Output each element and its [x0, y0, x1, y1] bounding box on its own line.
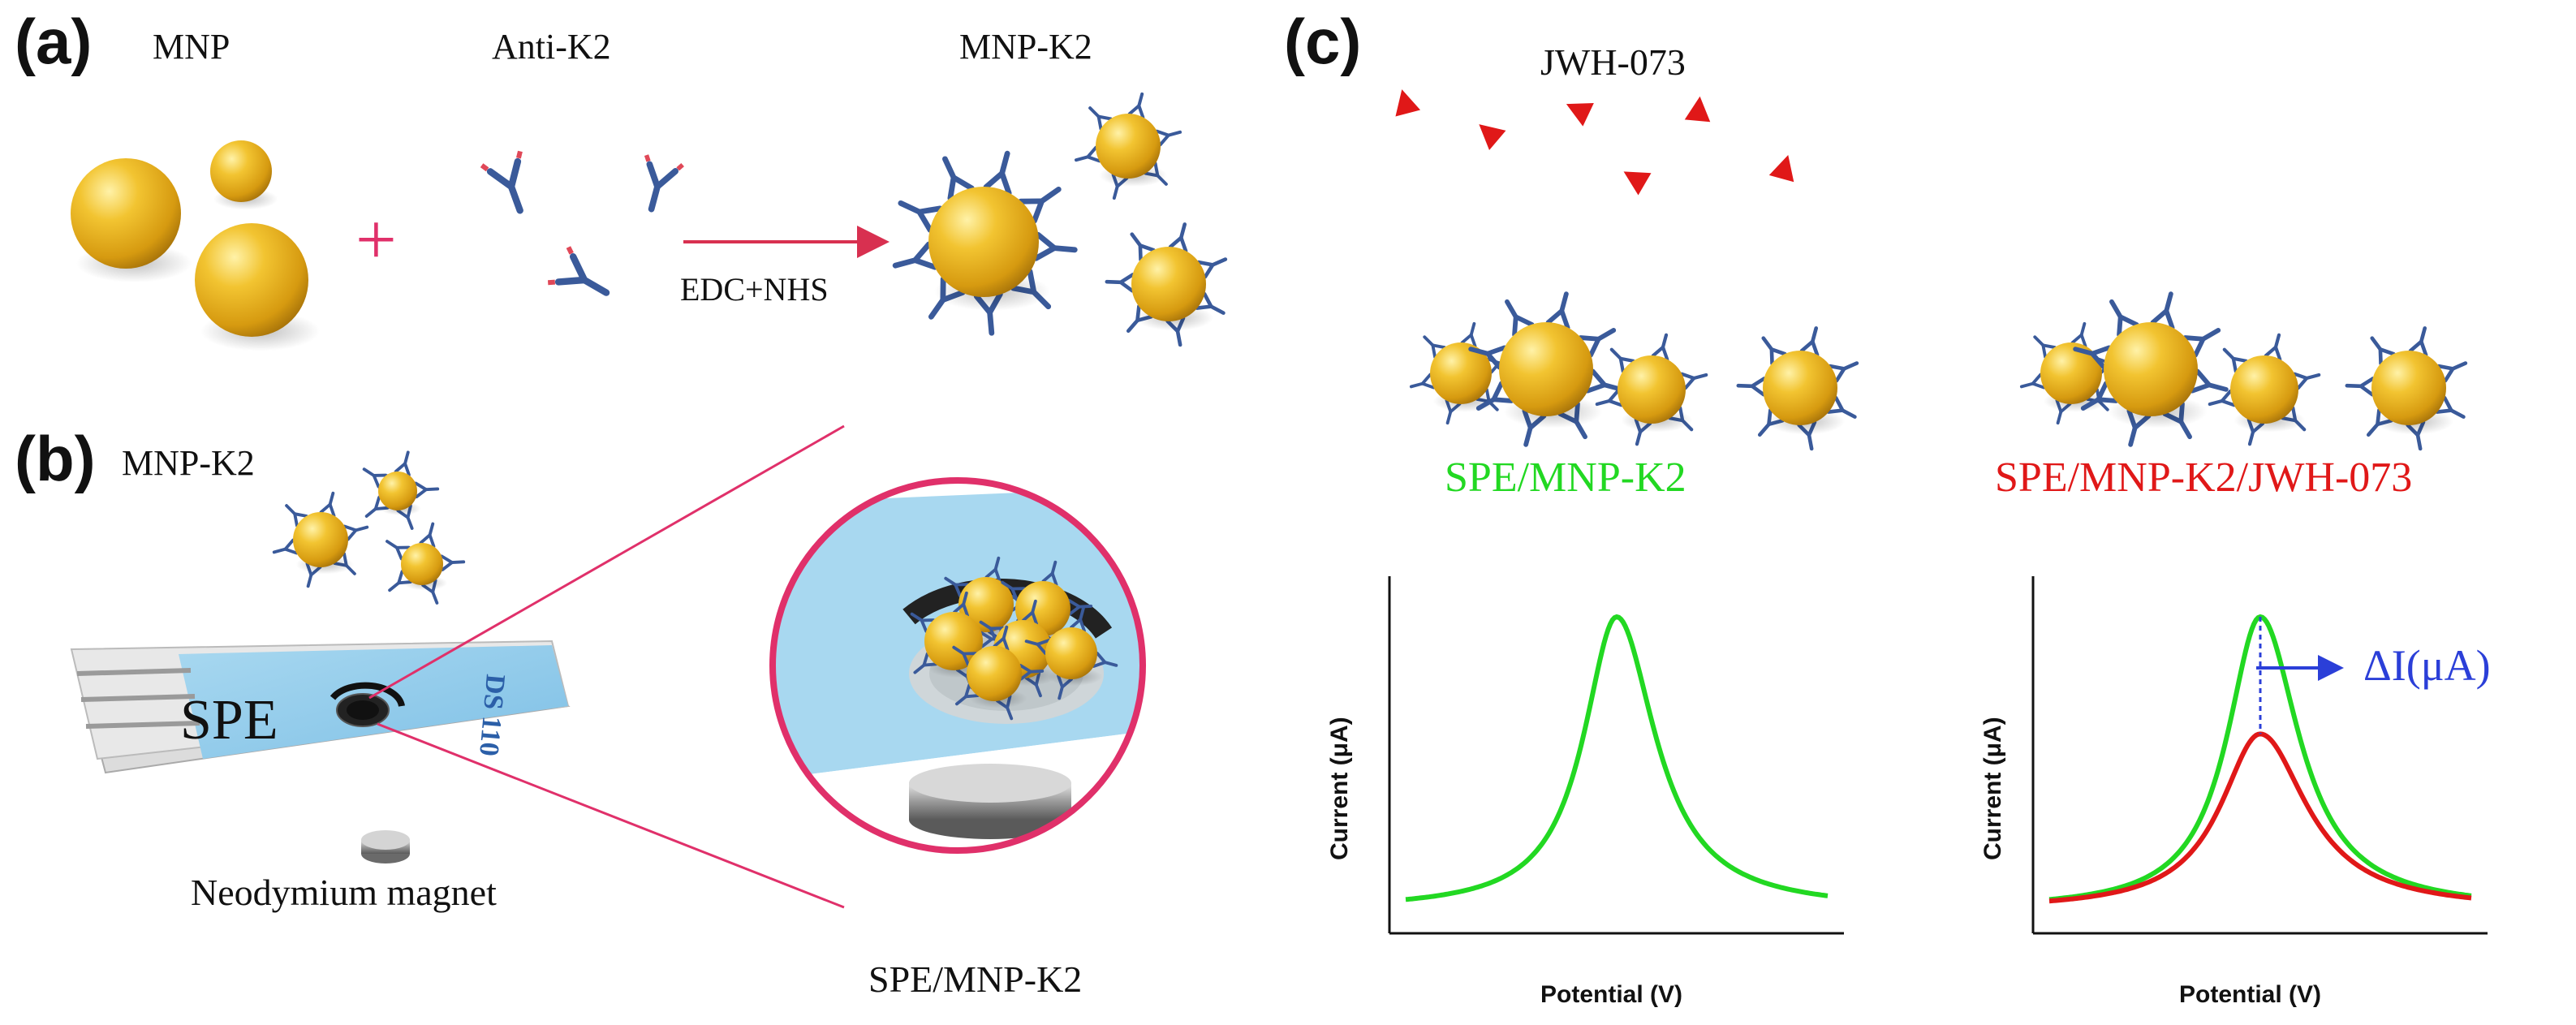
zoom-circle	[769, 477, 1146, 854]
spe-label: SPE	[180, 689, 278, 752]
green-voltammogram-curve	[1405, 614, 1829, 902]
analyte-icon	[1395, 89, 1421, 117]
nanoparticle	[195, 223, 308, 337]
antibody-icon	[2080, 376, 2124, 411]
nanoparticle	[1045, 627, 1097, 679]
analyte-icon	[1479, 124, 1506, 150]
right-xlabel: Potential (V)	[2179, 981, 2321, 1008]
free-antibodies	[480, 150, 684, 296]
anti-k2-label: Anti-K2	[492, 27, 611, 67]
nanoparticle	[1763, 351, 1837, 425]
plus-sign: +	[355, 200, 397, 280]
left-ylabel: Current (μA)	[1326, 717, 1353, 860]
left-xlabel: Potential (V)	[1540, 981, 1682, 1008]
panel-b-mnp-k2-label: MNP-K2	[122, 443, 255, 483]
delta-i-label: ΔI(μA)	[2363, 641, 2491, 690]
mnp-k2-product-label: MNP-K2	[959, 27, 1092, 67]
mnp-k2-products	[892, 92, 1228, 347]
antibody-icon	[386, 540, 414, 564]
analyte-icon	[1684, 96, 1711, 123]
panel-b-conjugates	[272, 450, 466, 605]
electrode-conjugates-left	[1409, 291, 1859, 451]
spe-mnp-k2-jwh-label: SPE/MNP-K2/JWH-073	[1995, 454, 2412, 501]
panel-c-letter: (c)	[1284, 6, 1361, 77]
nanoparticle	[2040, 342, 2102, 404]
nanoparticle	[378, 472, 417, 510]
nanoparticle	[1499, 322, 1593, 416]
zoom-particles	[910, 556, 1118, 721]
nanoparticle	[2371, 351, 2446, 425]
analyte-icon	[1566, 103, 1594, 127]
neodymium-magnet	[361, 830, 410, 863]
strip-text: DS 110	[473, 673, 510, 757]
antibody-icon	[480, 150, 523, 214]
nanoparticle	[210, 140, 272, 202]
spe-strip	[70, 640, 571, 774]
jwh-073-label: JWH-073	[1540, 41, 1686, 83]
nanoparticle	[967, 646, 1022, 701]
antibody-icon	[644, 154, 684, 213]
nanoparticle	[401, 543, 443, 585]
mnp-label: MNP	[153, 27, 230, 67]
magnet-label: Neodymium magnet	[191, 872, 497, 913]
mnp-particles	[71, 140, 320, 351]
nanoparticle	[2230, 355, 2298, 424]
free-analyte-molecules	[1395, 89, 1794, 196]
antibody-icon	[547, 246, 610, 296]
nanoparticle	[2104, 322, 2198, 416]
right-ylabel: Current (μA)	[1979, 717, 2006, 860]
nanoparticle	[1618, 355, 1686, 424]
electrode-conjugates-right	[2019, 291, 2468, 451]
spe-mnp-k2-label: SPE/MNP-K2	[1445, 454, 1686, 501]
nanoparticle	[293, 512, 348, 567]
zoom-label: SPE/MNP-K2	[868, 958, 1082, 1000]
panel-b-letter: (b)	[15, 423, 96, 494]
nanoparticle	[958, 577, 1014, 632]
voltammogram-right	[2031, 576, 2488, 935]
panel-a-letter: (a)	[15, 6, 92, 77]
zoom-lines	[368, 424, 845, 909]
antibody-icon	[1088, 106, 1116, 134]
voltammogram-left	[1388, 576, 1844, 935]
red-voltammogram-curve	[2048, 731, 2472, 904]
edc-nhs-label: EDC+NHS	[680, 271, 829, 308]
nanoparticle	[1430, 342, 1492, 404]
nanoparticle	[1131, 247, 1206, 321]
analyte-icon	[1768, 154, 1794, 183]
nanoparticle	[928, 187, 1039, 297]
nanoparticle	[1096, 114, 1161, 179]
nanoparticle	[71, 158, 181, 269]
analyte-icon	[1623, 171, 1652, 196]
nanoparticle	[924, 612, 983, 670]
